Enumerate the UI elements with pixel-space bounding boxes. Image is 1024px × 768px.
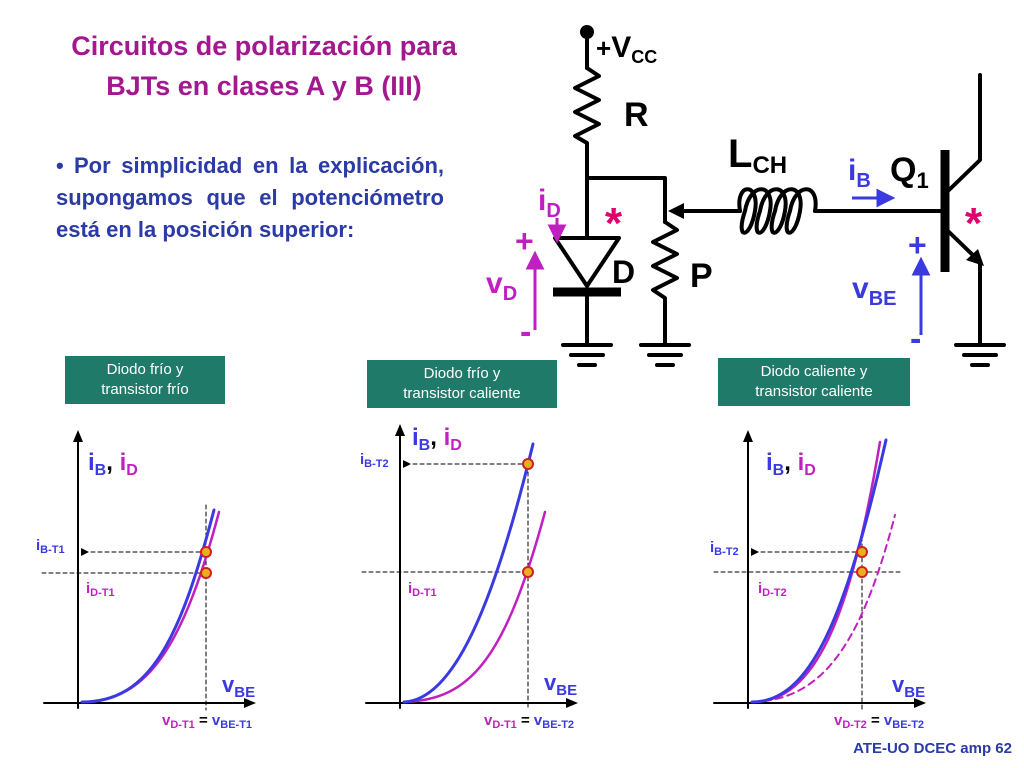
graph-3-equality-label: vD-T2 = vBE-T2 [834, 712, 924, 731]
graph-2: iB, iD iB-T2 iD-T1 vBE vD-T1 = vBE-T2 [360, 424, 578, 731]
vbe-minus-sign: - [910, 320, 921, 358]
case-1-line-2: transistor frío [101, 381, 189, 398]
vd-plus-sign: + [515, 223, 534, 259]
resistor-r-symbol [573, 66, 601, 180]
bullet-icon: • [56, 153, 64, 178]
graph-2-y-arrow-icon [395, 424, 405, 436]
vd-minus-sign: - [520, 313, 531, 351]
graph-2-x-label: vBE [544, 670, 577, 699]
diode-d-label: D [612, 254, 635, 290]
inductor-lch-symbol [737, 187, 818, 235]
case-label-2: Diodo frío y transistor caliente [367, 360, 557, 408]
graph-2-ib-curve [402, 442, 535, 704]
graph-3-ib-curve [750, 438, 888, 704]
case-3-line-1: Diodo caliente y [760, 363, 868, 380]
vcc-label: +VCC [596, 31, 657, 67]
id-label: iD [538, 184, 561, 222]
graph-3-id-point [856, 566, 868, 578]
graph-2-x-arrow-icon [566, 698, 578, 708]
graph-3-ib-t2-label: iB-T2 [710, 539, 739, 558]
graphs-area: iB, iD iB-T1 iD-T1 vBE vD-T1 = vBE-T1 iB… [36, 424, 926, 731]
case-1-line-1: Diodo frío y [106, 361, 184, 378]
diode-triangle [553, 236, 621, 288]
resistor-r-label: R [624, 96, 649, 134]
graph-1: iB, iD iB-T1 iD-T1 vBE vD-T1 = vBE-T1 [36, 430, 256, 731]
transistor-q1-label: Q1 [890, 151, 929, 193]
graph-1-y-label: iB, iD [88, 449, 138, 479]
graph-1-x-label: vBE [222, 672, 255, 701]
vbe-label: vBE [852, 272, 896, 310]
vcc-node-icon [580, 25, 594, 39]
ib-label: iB [848, 154, 871, 192]
bias-circuit-diagram: +VCC R LCH iB Q1 iD * * + D P vD - + vBE… [486, 25, 1006, 367]
potentiometer-p-symbol [651, 220, 679, 347]
case-2-line-1: Diodo frío y [423, 365, 501, 382]
graph-3-y-label: iB, iD [766, 449, 816, 479]
graph-3: iB, iD iB-T2 iD-T2 vBE vD-T2 = vBE-T2 [710, 430, 926, 731]
graph-2-id-curve [402, 510, 547, 704]
graph-2-id-t1-label: iD-T1 [408, 580, 437, 599]
title-line-1: Circuitos de polarización para [71, 31, 457, 61]
title-line-2: BJTs en clases A y B (III) [106, 71, 422, 101]
graph-1-equality-label: vD-T1 = vBE-T1 [162, 712, 252, 731]
graph-2-equality-label: vD-T1 = vBE-T2 [484, 712, 574, 731]
graph-3-ib-point [856, 546, 868, 558]
wiper-arrow-icon [668, 203, 684, 219]
wire-to-potentiometer [585, 176, 667, 224]
graph-1-id-point [200, 567, 212, 579]
bullet-content: Por simplicidad en la explicación, supon… [56, 153, 444, 242]
graph-1-y-arrow-icon [73, 430, 83, 442]
vbe-arrow-icon [911, 256, 931, 276]
bullet-text: Por simplicidad en la explicación, supon… [56, 150, 444, 246]
potentiometer-p-label: P [690, 257, 713, 295]
vd-label: vD [486, 267, 517, 305]
transistor-collector [947, 73, 982, 192]
graph-3-id-t2-label: iD-T2 [758, 580, 787, 599]
graph-2-y-label: iB, iD [412, 424, 462, 454]
graph-3-y-arrow-icon [743, 430, 753, 442]
inductor-lch-label: LCH [728, 132, 787, 179]
graph-1-ib-point [200, 546, 212, 558]
graph-1-ib-t1-label: iB-T1 [36, 537, 65, 556]
case-3-line-2: transistor caliente [755, 383, 873, 400]
case-label-1: Diodo frío y transistor frío [65, 356, 225, 404]
slide-title: Circuitos de polarización para BJTs en c… [14, 26, 514, 106]
graph-3-x-label: vBE [892, 672, 925, 701]
id-arrow-icon [547, 224, 567, 244]
graph-2-ib-t2-label: iB-T2 [360, 451, 389, 470]
graph-1-ib-curve [80, 508, 216, 704]
transistor-star-mark: * [965, 199, 983, 248]
graph-1-x-arrow-icon [244, 698, 256, 708]
graph-2-id-point [522, 566, 534, 578]
diode-star-mark: * [605, 199, 623, 248]
vd-arrow-icon [525, 250, 545, 270]
graph-1-id-t1-label: iD-T1 [86, 580, 115, 599]
slide-footer: ATE-UO DCEC amp 62 [853, 740, 1012, 757]
graph-2-ib-point [522, 458, 534, 470]
graph-1-id-curve [80, 510, 221, 704]
ib-arrow-icon [876, 188, 896, 208]
emitter-arrow-icon [966, 249, 984, 266]
case-label-3: Diodo caliente y transistor caliente [718, 358, 910, 406]
case-2-line-2: transistor caliente [403, 385, 521, 402]
vbe-plus-sign: + [908, 227, 927, 263]
transistor-emitter [947, 230, 982, 347]
graph-3-cold-diode-curve [751, 514, 896, 703]
graph-3-x-arrow-icon [914, 698, 926, 708]
